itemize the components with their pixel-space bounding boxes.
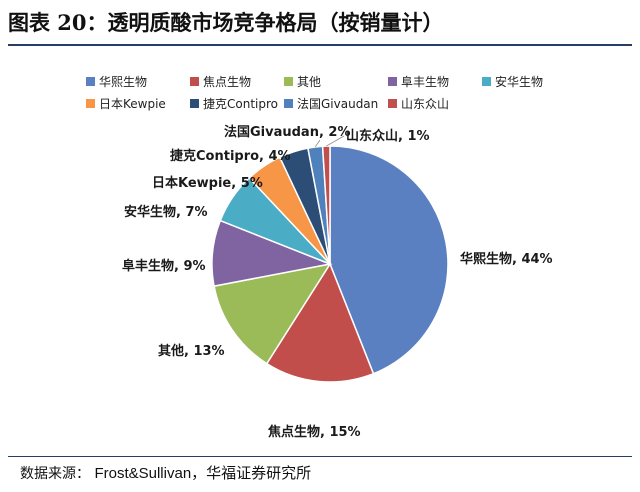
leader-lines <box>314 135 345 148</box>
pie-chart: 华熙生物 焦点生物 其他 阜丰生物 安华生物日本Kewpie 捷克Contipro 法国Gi… <box>0 48 640 454</box>
legend-label: 法国Givaudan <box>297 97 378 111</box>
data-labels: 华熙生物, 44% 焦点生物, 15% 其他, 13% 阜丰生物, 9% 安华生物, 7… <box>122 124 553 440</box>
data-label: 焦点生物, 15% <box>267 424 361 440</box>
legend-swatch <box>482 77 491 86</box>
data-label: 山东众山, 1% <box>346 128 430 144</box>
data-label: 华熙生物, 44% <box>460 251 553 267</box>
pie-slices <box>211 145 449 383</box>
legend-swatch <box>284 99 293 108</box>
data-label: 阜丰生物, 9% <box>122 258 206 274</box>
legend-label: 日本Kewpie <box>99 97 166 111</box>
data-label: 捷克Contipro, 4% <box>170 148 291 164</box>
legend-label: 阜丰生物 <box>401 75 449 89</box>
legend-swatch <box>86 99 95 108</box>
chart-title: 图表 20：透明质酸市场竞争格局（按销量计） <box>8 10 444 35</box>
pie-slice <box>329 145 449 375</box>
data-label: 法国Givaudan, 2% <box>224 124 351 140</box>
footer-divider <box>8 456 632 457</box>
leader-line <box>314 139 321 148</box>
legend-label: 焦点生物 <box>203 75 251 89</box>
legend-label: 山东众山 <box>401 97 449 111</box>
data-label: 安华生物, 7% <box>124 204 208 220</box>
legend-swatch <box>388 99 397 108</box>
legend-label: 华熙生物 <box>99 75 147 89</box>
leader-line <box>326 135 345 147</box>
data-label: 其他, 13% <box>158 343 225 359</box>
source-note: 数据来源： Frost&Sullivan，华福证券研究所 <box>20 462 311 486</box>
legend-swatch <box>284 77 293 86</box>
legend-label: 其他 <box>297 75 321 89</box>
legend-swatch <box>388 77 397 86</box>
legend-label: 捷克Contipro <box>203 97 278 111</box>
legend-swatch <box>190 77 199 86</box>
legend-label: 安华生物 <box>495 74 543 89</box>
source-text: Frost&Sullivan，华福证券研究所 <box>94 465 312 482</box>
legend-swatch <box>86 77 95 86</box>
pie-slice <box>213 262 332 365</box>
source-label: 数据来源： <box>20 466 90 482</box>
title-divider <box>8 44 632 46</box>
data-label: 日本Kewpie, 5% <box>152 175 263 191</box>
legend-swatch <box>190 99 199 108</box>
pie-slice <box>265 262 375 383</box>
